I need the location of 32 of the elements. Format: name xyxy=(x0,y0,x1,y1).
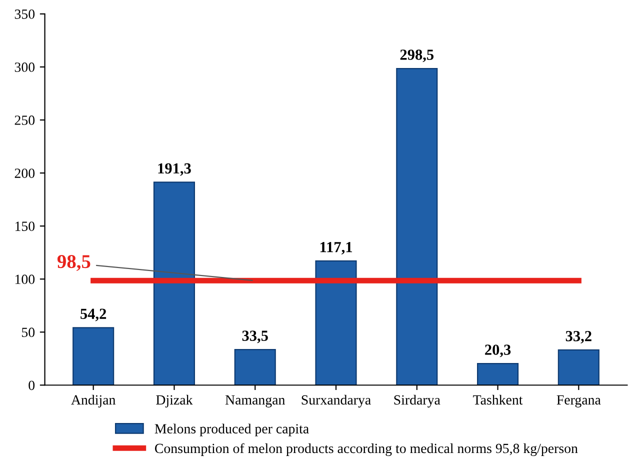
bar xyxy=(558,349,600,386)
y-tick-label: 300 xyxy=(14,62,35,72)
x-tick-label: Namangan xyxy=(225,395,285,408)
y-tick-label: 350 xyxy=(14,10,35,19)
data-label: 191,3 xyxy=(158,163,191,176)
data-label: 33,5 xyxy=(242,330,268,344)
bar xyxy=(477,363,519,386)
bar xyxy=(396,68,438,386)
y-tick-label: 150 xyxy=(15,222,35,231)
x-tick-label: Tashkent xyxy=(473,394,523,405)
data-label: 298,5 xyxy=(400,50,434,62)
x-tick-label: Djizak xyxy=(156,394,193,408)
x-tick-label: Andijan xyxy=(71,394,116,408)
annotation: 98,5 xyxy=(57,254,90,271)
x-tick-label: Fergana xyxy=(556,395,601,408)
y-tick-label: 0 xyxy=(28,380,35,390)
data-label: 20,3 xyxy=(485,344,511,358)
bar xyxy=(153,182,195,386)
y-tick-label: 50 xyxy=(22,328,35,338)
x-tick-label: Sirdarya xyxy=(394,394,440,408)
bar xyxy=(72,327,114,386)
y-tick-label: 250 xyxy=(14,116,35,125)
data-label: 54,2 xyxy=(80,308,106,322)
bar xyxy=(315,260,357,386)
data-label: 117,1 xyxy=(320,242,352,254)
x-tick-label: Surxandarya xyxy=(302,394,371,408)
legend-label: Consumption of melon products according to medical norms 95,8 kg/person xyxy=(155,443,578,456)
legend-label: Melons produced per capita xyxy=(154,424,309,436)
y-tick-label: 100 xyxy=(15,274,35,284)
data-label: 33,2 xyxy=(566,330,592,344)
bar xyxy=(234,349,276,386)
y-tick-label: 200 xyxy=(14,168,35,178)
